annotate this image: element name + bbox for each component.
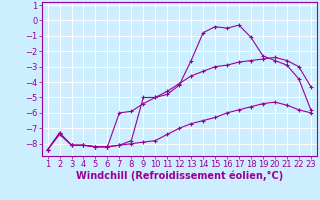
X-axis label: Windchill (Refroidissement éolien,°C): Windchill (Refroidissement éolien,°C) <box>76 171 283 181</box>
